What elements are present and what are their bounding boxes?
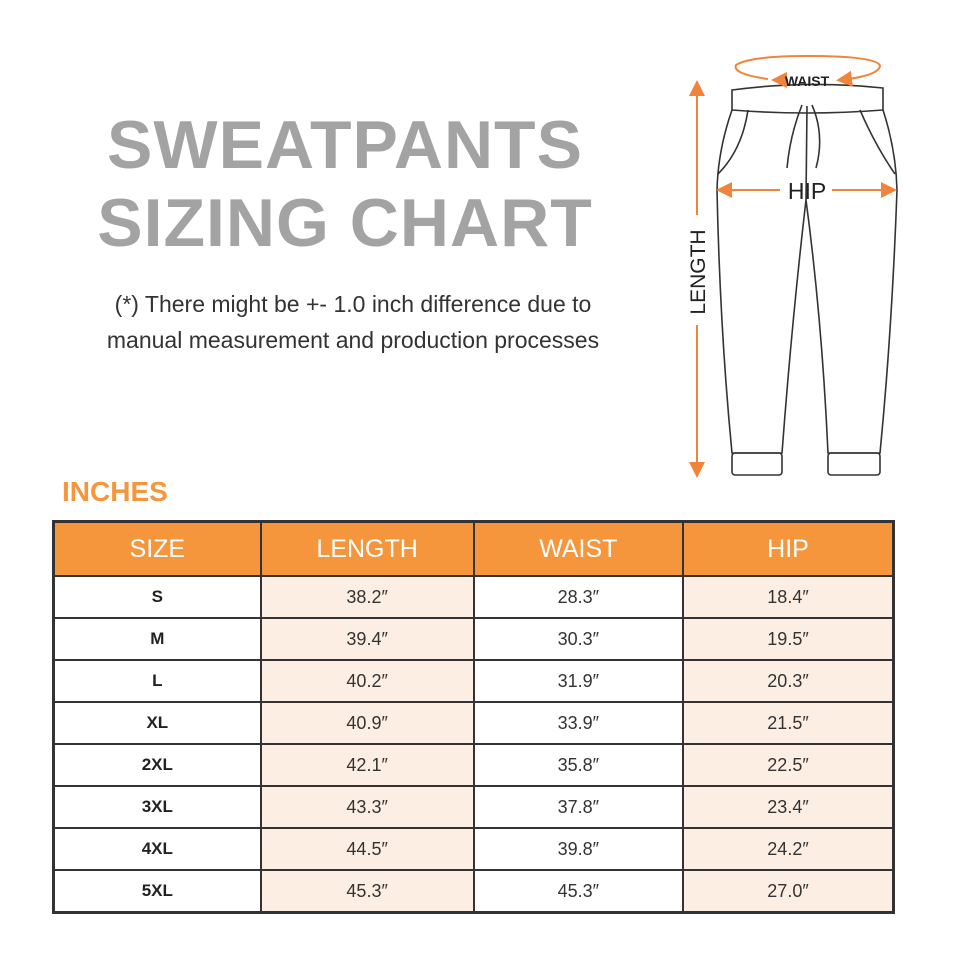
column-header-length: LENGTH <box>259 520 475 577</box>
unit-label: INCHES <box>62 476 168 507</box>
cell-size: XL <box>52 701 262 745</box>
cell-waist: 30.3″ <box>472 617 685 661</box>
title-line-2: SIZING CHART <box>97 185 593 261</box>
table-row: 4XL 44.5″ 39.8″ 24.2″ <box>52 827 895 871</box>
cell-waist: 33.9″ <box>472 701 685 745</box>
cell-waist: 37.8″ <box>472 785 685 829</box>
cell-waist: 45.3″ <box>472 869 685 914</box>
cell-size: 5XL <box>52 869 262 914</box>
cell-size: 4XL <box>52 827 262 871</box>
cell-length: 40.9″ <box>259 701 475 745</box>
waist-label: WAIST <box>785 73 830 89</box>
table-row: S 38.2″ 28.3″ 18.4″ <box>52 575 895 619</box>
cell-hip: 24.2″ <box>682 827 895 871</box>
size-table: SIZE LENGTH WAIST HIP S 38.2″ 28.3″ 18.4″ M 39.4… <box>52 520 895 914</box>
cell-size: 3XL <box>52 785 262 829</box>
cell-size: 2XL <box>52 743 262 787</box>
waist-arrow <box>734 54 882 87</box>
cell-length: 43.3″ <box>259 785 475 829</box>
cell-hip: 18.4″ <box>682 575 895 619</box>
cell-hip: 20.3″ <box>682 659 895 703</box>
table-row: 2XL 42.1″ 35.8″ 22.5″ <box>52 743 895 787</box>
cell-waist: 39.8″ <box>472 827 685 871</box>
title-line-1: SWEATPANTS <box>107 107 583 183</box>
cell-hip: 19.5″ <box>682 617 895 661</box>
cell-length: 42.1″ <box>259 743 475 787</box>
hip-label: HIP <box>788 178 826 204</box>
cell-waist: 31.9″ <box>472 659 685 703</box>
cell-length: 44.5″ <box>259 827 475 871</box>
column-header-hip: HIP <box>682 520 895 577</box>
cell-hip: 27.0″ <box>682 869 895 914</box>
page-title: SWEATPANTS SIZING CHART <box>40 106 650 262</box>
length-label: LENGTH <box>687 229 710 314</box>
table-row: 5XL 45.3″ 45.3″ 27.0″ <box>52 869 895 914</box>
table-row: M 39.4″ 30.3″ 19.5″ <box>52 617 895 661</box>
cell-length: 45.3″ <box>259 869 475 914</box>
note-line-1: (*) There might be +- 1.0 inch differenc… <box>114 291 592 317</box>
column-header-waist: WAIST <box>472 520 685 577</box>
cell-size: L <box>52 659 262 703</box>
cell-hip: 21.5″ <box>682 701 895 745</box>
sweatpants-diagram: WAIST HIP LENGTH <box>687 54 898 478</box>
note-line-2: manual measurement and production proces… <box>106 327 600 353</box>
table-row: 3XL 43.3″ 37.8″ 23.4″ <box>52 785 895 829</box>
column-header-size: SIZE <box>52 520 262 577</box>
cell-waist: 35.8″ <box>472 743 685 787</box>
pants-outline <box>716 83 898 476</box>
cell-hip: 23.4″ <box>682 785 895 829</box>
cell-size: M <box>52 617 262 661</box>
table-row: L 40.2″ 31.9″ 20.3″ <box>52 659 895 703</box>
cell-waist: 28.3″ <box>472 575 685 619</box>
table-header-row: SIZE LENGTH WAIST HIP <box>52 520 895 577</box>
cell-length: 40.2″ <box>259 659 475 703</box>
cell-length: 39.4″ <box>259 617 475 661</box>
measurement-note: (*) There might be +- 1.0 inch differenc… <box>30 286 676 358</box>
cell-length: 38.2″ <box>259 575 475 619</box>
table-row: XL 40.9″ 33.9″ 21.5″ <box>52 701 895 745</box>
cell-hip: 22.5″ <box>682 743 895 787</box>
cell-size: S <box>52 575 262 619</box>
